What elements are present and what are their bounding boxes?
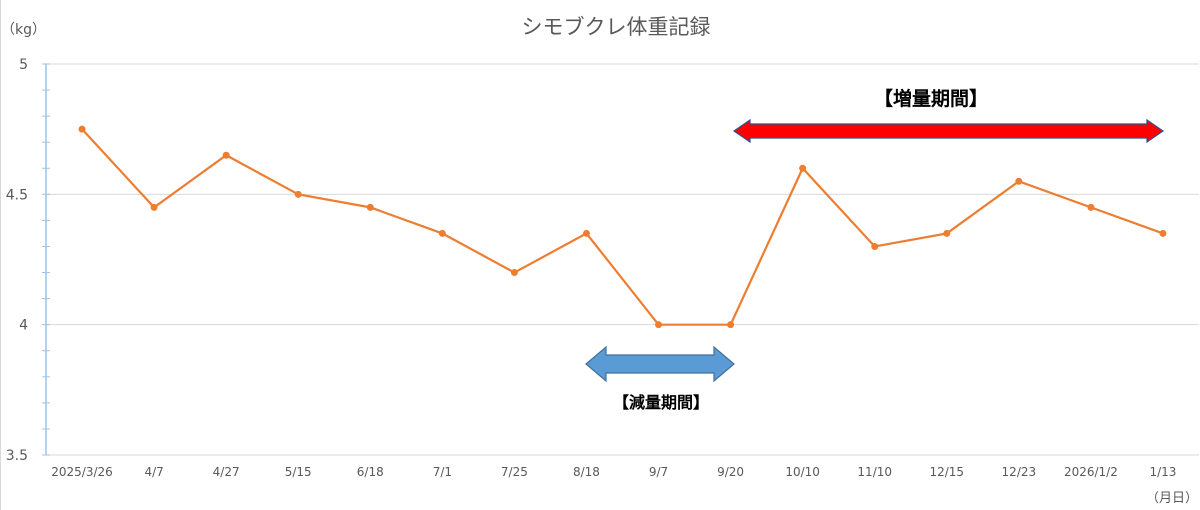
x-tick-label: 12/23 [1002,465,1037,479]
series-line [81,128,1164,326]
x-tick-label: 7/25 [501,465,528,479]
x-tick-label: 1/13 [1149,465,1176,479]
data-point [78,125,86,133]
data-point [1087,203,1095,211]
x-tick-label: 2025/3/26 [51,465,113,479]
data-point [510,269,518,277]
x-tick-label: 11/10 [857,465,892,479]
data-point [438,229,446,237]
data-point [294,190,302,198]
decrease-period-arrow [585,345,735,383]
x-tick-label: 12/15 [929,465,964,479]
data-point [150,203,158,211]
data-point [366,203,374,211]
x-tick-label: 7/1 [433,465,452,479]
data-point [222,151,230,159]
x-tick-label: 4/27 [213,465,240,479]
y-tick-label: 4 [19,318,28,334]
x-tick-label: 6/18 [357,465,384,479]
x-tick-label: 10/10 [785,465,820,479]
x-tick-label: 5/15 [285,465,312,479]
y-tick-label: 4.5 [6,187,28,203]
data-point [943,229,951,237]
x-axis-label: （月日） [1146,491,1198,506]
x-tick-label: 9/20 [717,465,744,479]
x-tick-label: 4/7 [144,465,163,479]
increase-period-arrow [732,118,1165,144]
x-tick-label: 9/7 [649,465,668,479]
data-point [1159,229,1167,237]
y-tick-label: 3.5 [6,448,28,464]
data-point [655,321,663,329]
data-point [1015,177,1023,185]
data-point [799,164,807,172]
x-tick-label: 8/18 [573,465,600,479]
data-point [727,321,735,329]
y-tick-label: 5 [19,57,28,73]
data-point [582,229,590,237]
increase-period-label: 【増量期間】 [874,87,988,110]
y-axis-label: （kg） [1,22,46,38]
chart-title: シモブクレ体重記録 [522,15,711,39]
x-tick-label: 2026/1/2 [1064,465,1118,479]
data-point [871,242,879,250]
decrease-period-label: 【減量期間】 [613,393,709,412]
